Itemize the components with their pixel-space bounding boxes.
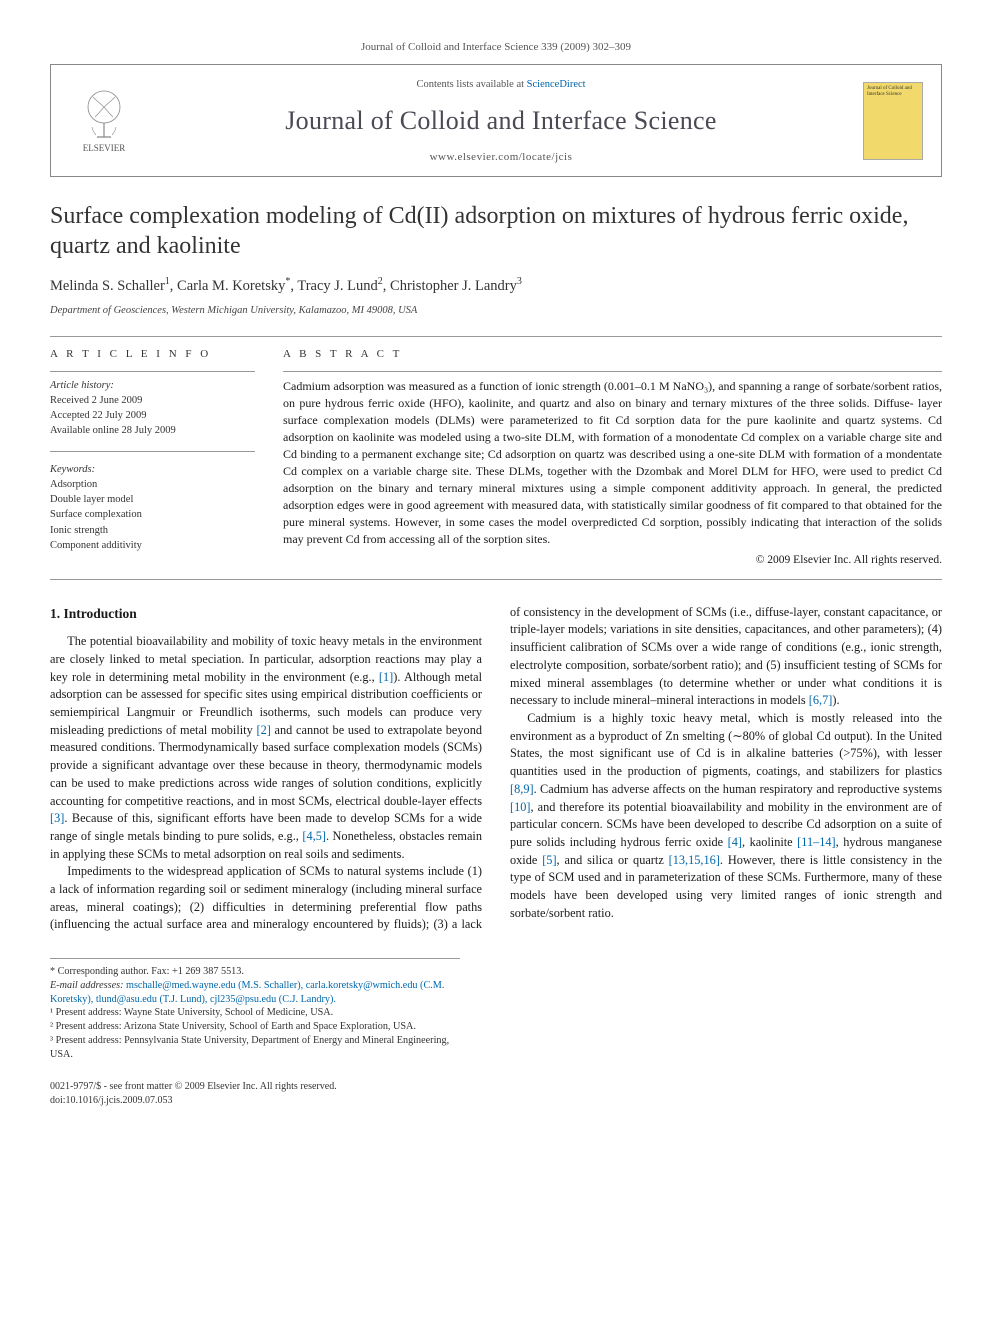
footnote-2: ² Present address: Arizona State Univers… [50, 1020, 460, 1034]
issn-line: 0021-9797/$ - see front matter © 2009 El… [50, 1080, 942, 1095]
ref-link[interactable]: [6,7] [809, 693, 833, 707]
abstract-copyright: © 2009 Elsevier Inc. All rights reserved… [283, 552, 942, 569]
article-info-heading: A R T I C L E I N F O [50, 347, 255, 363]
body-columns: 1. Introduction The potential bioavailab… [50, 604, 942, 934]
article-info-column: A R T I C L E I N F O Article history: R… [50, 347, 255, 569]
contents-prefix: Contents lists available at [416, 79, 526, 90]
doi-line: doi:10.1016/j.jcis.2009.07.053 [50, 1094, 942, 1109]
journal-cover-thumbnail: Journal of Colloid and Interface Science [863, 82, 923, 160]
elsevier-logo: ELSEVIER [69, 87, 139, 155]
contents-line: Contents lists available at ScienceDirec… [157, 77, 845, 92]
divider [50, 451, 255, 452]
email-label: E-mail addresses: [50, 980, 126, 991]
footnote-1: ¹ Present address: Wayne State Universit… [50, 1006, 460, 1020]
keyword: Adsorption [50, 477, 255, 492]
abstract-text: Cadmium adsorption was measured as a fun… [283, 378, 942, 548]
ref-link[interactable]: [8,9] [510, 782, 534, 796]
journal-center: Contents lists available at ScienceDirec… [157, 77, 845, 166]
article-title: Surface complexation modeling of Cd(II) … [50, 201, 942, 261]
keyword: Double layer model [50, 492, 255, 507]
ref-link[interactable]: [13,15,16] [669, 853, 720, 867]
journal-url[interactable]: www.elsevier.com/locate/jcis [157, 150, 845, 166]
keyword: Component additivity [50, 538, 255, 553]
email-addresses: E-mail addresses: mschalle@med.wayne.edu… [50, 979, 460, 1007]
divider [50, 371, 255, 372]
ref-link[interactable]: [4,5] [302, 829, 326, 843]
journal-masthead: ELSEVIER Contents lists available at Sci… [50, 64, 942, 177]
history-line: Accepted 22 July 2009 [50, 408, 255, 423]
history-line: Received 2 June 2009 [50, 393, 255, 408]
history-line: Available online 28 July 2009 [50, 423, 255, 438]
sciencedirect-link[interactable]: ScienceDirect [527, 79, 586, 90]
ref-link[interactable]: [5] [542, 853, 556, 867]
keyword: Ionic strength [50, 523, 255, 538]
ref-link[interactable]: [3] [50, 811, 64, 825]
section-heading: 1. Introduction [50, 604, 482, 623]
affiliation: Department of Geosciences, Western Michi… [50, 303, 942, 318]
body-paragraph: The potential bioavailability and mobili… [50, 633, 482, 863]
ref-link[interactable]: [4] [728, 835, 742, 849]
divider [50, 336, 942, 337]
abstract-heading: A B S T R A C T [283, 347, 942, 363]
article-history: Received 2 June 2009 Accepted 22 July 20… [50, 393, 255, 439]
footnote-3: ³ Present address: Pennsylvania State Un… [50, 1034, 460, 1062]
ref-link[interactable]: [10] [510, 800, 531, 814]
ref-link[interactable]: [2] [256, 723, 270, 737]
footnotes: * Corresponding author. Fax: +1 269 387 … [50, 958, 460, 1061]
elsevier-tree-icon [79, 87, 129, 142]
divider [283, 371, 942, 372]
body-paragraph: Cadmium is a highly toxic heavy metal, w… [510, 710, 942, 922]
divider [50, 579, 942, 580]
elsevier-label: ELSEVIER [83, 142, 126, 155]
ref-link[interactable]: [1] [379, 670, 393, 684]
keyword: Surface complexation [50, 507, 255, 522]
history-heading: Article history: [50, 378, 255, 393]
page-footer: 0021-9797/$ - see front matter © 2009 El… [50, 1080, 942, 1109]
journal-name: Journal of Colloid and Interface Science [157, 102, 845, 140]
ref-link[interactable]: [11–14] [797, 835, 835, 849]
author-list: Melinda S. Schaller1, Carla M. Koretsky*… [50, 275, 942, 297]
abstract-column: A B S T R A C T Cadmium adsorption was m… [283, 347, 942, 569]
keywords-heading: Keywords: [50, 462, 255, 477]
corresponding-author-note: * Corresponding author. Fax: +1 269 387 … [50, 965, 460, 979]
running-header: Journal of Colloid and Interface Science… [50, 40, 942, 56]
